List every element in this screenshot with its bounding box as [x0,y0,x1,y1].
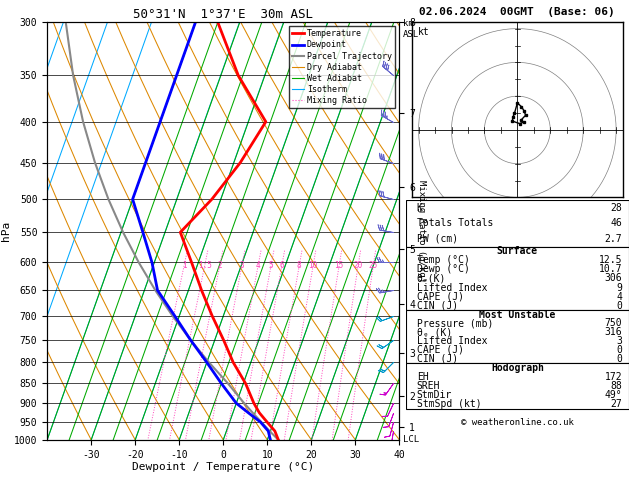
Text: Surface: Surface [497,246,538,256]
Text: 0: 0 [616,301,622,311]
Text: 9: 9 [616,282,622,293]
Text: 1.5: 1.5 [198,261,212,270]
Text: 1: 1 [182,261,186,270]
Text: PW (cm): PW (cm) [417,234,458,244]
Text: 28: 28 [611,203,622,213]
Text: 10.7: 10.7 [599,264,622,275]
Text: 2.7: 2.7 [604,234,622,244]
Text: 6: 6 [279,261,284,270]
Text: 4: 4 [616,292,622,302]
Text: Totals Totals: Totals Totals [417,218,493,228]
Text: LCL: LCL [403,435,419,444]
Text: km
ASL: km ASL [403,19,419,39]
Text: 0: 0 [616,354,622,364]
Text: Dewp (°C): Dewp (°C) [417,264,470,275]
Text: 4: 4 [256,261,260,270]
Text: K: K [417,203,423,213]
Text: 20: 20 [353,261,363,270]
Text: 306: 306 [604,274,622,283]
Text: θₑ (K): θₑ (K) [417,327,452,337]
Text: CIN (J): CIN (J) [417,354,458,364]
Text: 49°: 49° [604,390,622,400]
Text: SREH: SREH [417,381,440,391]
X-axis label: Dewpoint / Temperature (°C): Dewpoint / Temperature (°C) [132,462,314,472]
Bar [406,363,629,409]
Text: 3: 3 [240,261,244,270]
Y-axis label: Mixing Ratio (g/kg): Mixing Ratio (g/kg) [417,180,426,282]
Text: 750: 750 [604,318,622,329]
Text: Lifted Index: Lifted Index [417,282,487,293]
Text: 172: 172 [604,372,622,382]
Text: Most Unstable: Most Unstable [479,310,555,320]
Text: 15: 15 [335,261,344,270]
Text: 5: 5 [269,261,274,270]
Text: Lifted Index: Lifted Index [417,336,487,346]
Text: StmDir: StmDir [417,390,452,400]
Text: Hodograph: Hodograph [491,363,544,373]
Text: 0: 0 [616,345,622,355]
Text: CAPE (J): CAPE (J) [417,345,464,355]
Bar [406,310,629,363]
Bar [406,246,629,310]
Text: Pressure (mb): Pressure (mb) [417,318,493,329]
Text: 12.5: 12.5 [599,255,622,265]
Text: 46: 46 [611,218,622,228]
Text: 2: 2 [218,261,222,270]
Text: 3: 3 [616,336,622,346]
Text: CAPE (J): CAPE (J) [417,292,464,302]
Title: 50°31'N  1°37'E  30m ASL: 50°31'N 1°37'E 30m ASL [133,8,313,21]
Text: θₑ(K): θₑ(K) [417,274,446,283]
Text: © weatheronline.co.uk: © weatheronline.co.uk [461,418,574,427]
Text: 25: 25 [369,261,378,270]
Legend: Temperature, Dewpoint, Parcel Trajectory, Dry Adiabat, Wet Adiabat, Isotherm, Mi: Temperature, Dewpoint, Parcel Trajectory… [289,26,395,108]
Text: 27: 27 [611,399,622,409]
Text: 8: 8 [297,261,302,270]
Text: 316: 316 [604,327,622,337]
Y-axis label: hPa: hPa [1,221,11,241]
Text: StmSpd (kt): StmSpd (kt) [417,399,481,409]
Text: 02.06.2024  00GMT  (Base: 06): 02.06.2024 00GMT (Base: 06) [420,7,615,17]
Text: CIN (J): CIN (J) [417,301,458,311]
Bar [406,200,629,246]
Text: 10: 10 [309,261,318,270]
Text: Temp (°C): Temp (°C) [417,255,470,265]
Text: kt: kt [418,27,430,37]
Text: EH: EH [417,372,428,382]
Text: 88: 88 [611,381,622,391]
